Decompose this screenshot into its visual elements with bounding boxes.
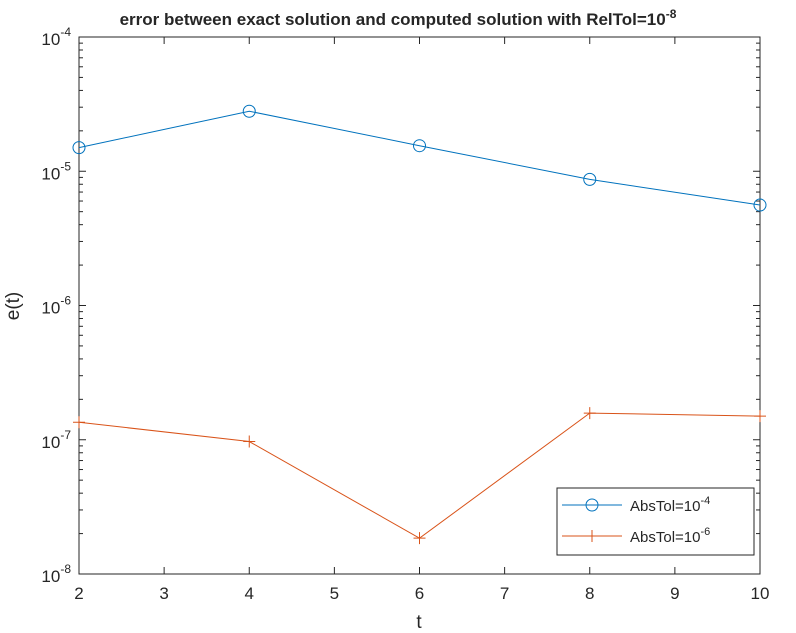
y-tick-label-base: 10	[41, 299, 60, 318]
data-point-plus	[413, 532, 426, 545]
legend-entry-abstol-6: AbsTol=10-6	[562, 526, 710, 546]
legend-label-abstol-6: AbsTol=10-6	[630, 526, 710, 546]
data-point-circle	[753, 198, 767, 212]
y-tick-label: 10-4	[41, 25, 71, 49]
x-tick-label: 5	[330, 584, 339, 603]
legend: AbsTol=10-4 AbsTol=10-6	[556, 487, 755, 556]
y-tick-label-exponent: -4	[60, 25, 71, 39]
data-point-plus	[73, 416, 85, 429]
series-layer	[72, 104, 767, 545]
y-tick-label: 10-6	[41, 294, 71, 318]
x-tick-label: 7	[500, 584, 509, 603]
y-axis-label: e(t)	[3, 292, 24, 321]
y-tick-label-base: 10	[41, 567, 60, 586]
chart-title-text: error between exact solution and compute…	[120, 10, 666, 29]
data-point-plus	[754, 410, 766, 423]
y-tick-label: 10-7	[41, 428, 71, 452]
data-point-circle	[242, 104, 256, 118]
legend-label-abstol-6-text: AbsTol=10	[630, 529, 700, 546]
x-tick-label: 10	[751, 584, 770, 603]
legend-label-abstol-4-exponent: -4	[700, 495, 710, 507]
data-point-plus	[583, 407, 596, 420]
y-tick-label: 10-5	[41, 159, 71, 183]
data-point-plus	[243, 435, 256, 448]
legend-label-abstol-4: AbsTol=10-4	[630, 495, 710, 515]
x-tick-label: 2	[74, 584, 83, 603]
y-tick-label-base: 10	[41, 30, 60, 49]
x-axis-ticks: 2 3 4 5 6 7 8 9 10	[74, 37, 769, 603]
plot-area	[78, 36, 761, 575]
y-tick-label-exponent: -5	[60, 159, 71, 173]
legend-entry-abstol-4: AbsTol=10-4	[562, 495, 710, 515]
data-point-circle	[413, 139, 426, 153]
y-tick-label: 10-8	[41, 562, 71, 586]
y-tick-label-exponent: -8	[60, 562, 71, 576]
x-tick-label: 9	[670, 584, 679, 603]
data-point-circle	[72, 141, 86, 155]
series-line-0	[78, 110, 761, 206]
x-tick-label: 8	[585, 584, 594, 603]
x-tick-label: 3	[159, 584, 168, 603]
legend-circle-marker-icon	[585, 498, 599, 512]
chart-title: error between exact solution and compute…	[120, 7, 677, 29]
legend-label-abstol-4-text: AbsTol=10	[630, 498, 700, 515]
y-tick-label-base: 10	[41, 433, 60, 452]
legend-plus-marker-icon	[586, 530, 598, 542]
y-tick-label-base: 10	[41, 164, 60, 183]
chart-title-exponent: -8	[666, 7, 677, 21]
x-axis-label: t	[416, 612, 422, 633]
y-tick-label-exponent: -7	[60, 428, 71, 442]
y-axis-ticks: 10-810-710-610-510-4	[41, 25, 760, 586]
legend-label-abstol-6-exponent: -6	[700, 526, 710, 538]
data-point-circle	[583, 172, 597, 186]
x-tick-label: 4	[245, 584, 254, 603]
x-tick-label: 6	[415, 584, 424, 603]
y-tick-label-exponent: -6	[60, 294, 71, 308]
